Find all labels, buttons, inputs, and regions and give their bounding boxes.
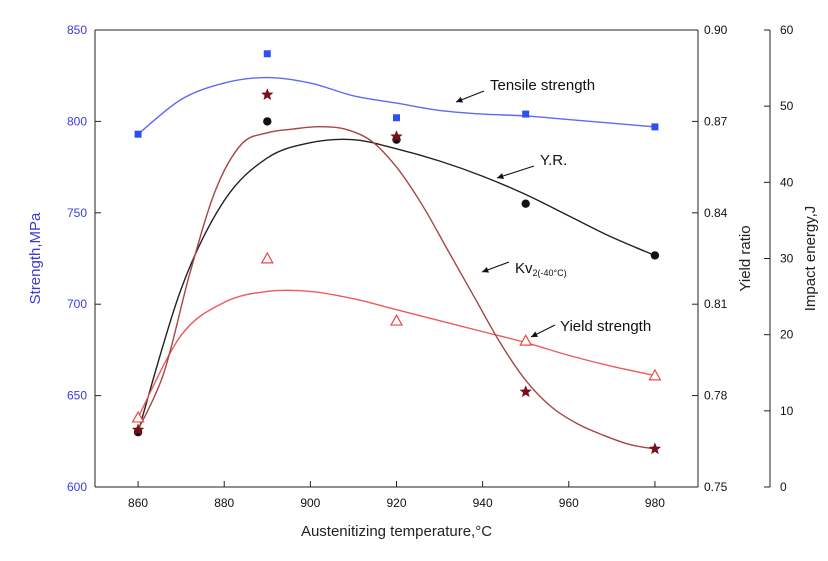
yield-point — [131, 410, 145, 423]
tensile-curve — [137, 76, 655, 135]
left-tick-label: 750 — [67, 206, 87, 220]
right-tick-label: 0.75 — [704, 480, 728, 494]
right-tick-label: 0.87 — [704, 114, 728, 128]
tensile-point — [263, 50, 271, 58]
yield-point — [648, 368, 662, 381]
yr-point — [263, 117, 272, 126]
impact-tick-label: 40 — [780, 175, 794, 189]
left-tick-label: 650 — [67, 389, 87, 403]
impact-tick-label: 30 — [780, 252, 794, 266]
yr-point — [650, 251, 660, 260]
axes: 6006507007508008500.750.780.810.840.870.… — [27, 23, 819, 540]
impact-tick-label: 10 — [780, 404, 794, 418]
tensile-label: Tensile strength — [490, 77, 595, 94]
impact-tick-label: 20 — [780, 328, 794, 342]
tensile-point — [522, 110, 530, 118]
left-axis-title: Strength,MPa — [27, 212, 44, 304]
yield-arrow-head — [531, 331, 538, 337]
tensile-point — [393, 114, 400, 122]
yr-curve — [137, 138, 656, 433]
yr-label: Y.R. — [540, 152, 567, 169]
tensile-point — [134, 130, 142, 138]
yield-point — [260, 251, 274, 264]
yr-point — [521, 199, 530, 208]
yr-arrow-head — [497, 173, 504, 179]
yield-curve — [137, 289, 656, 418]
yield-point — [519, 334, 533, 346]
kv-label-subscript: 2(-40°C) — [533, 268, 567, 278]
kv-arrow-head — [482, 266, 489, 273]
x-tick-label: 920 — [386, 496, 406, 510]
left-tick-label: 700 — [67, 297, 87, 311]
x-tick-label: 980 — [645, 496, 665, 510]
tensile-arrow-head — [456, 96, 463, 103]
annotations: Tensile strength Y.R. Kv2(-40°C) Yield stre… — [455, 77, 651, 338]
right-tick-label: 0.78 — [704, 389, 728, 403]
x-axis-title: Austenitizing temperature,°C — [301, 523, 492, 540]
kv-point — [648, 442, 662, 455]
left-tick-label: 850 — [67, 23, 87, 37]
yield-ratio-axis-title: Yield ratio — [737, 225, 754, 291]
impact-axis-title: Impact energy,J — [802, 206, 819, 312]
yield-label: Yield strength — [560, 318, 651, 335]
kv-point — [261, 88, 274, 101]
right-tick-label: 0.84 — [704, 206, 728, 220]
kv-label: Kv2(-40°C) — [515, 260, 567, 278]
x-tick-label: 940 — [473, 496, 493, 510]
kv-curve — [137, 126, 656, 450]
impact-tick-label: 50 — [780, 99, 794, 113]
fit-curves — [137, 76, 656, 450]
data-markers — [131, 50, 662, 455]
right-tick-label: 0.81 — [704, 297, 728, 311]
x-tick-label: 960 — [559, 496, 579, 510]
kv-point — [131, 423, 145, 436]
impact-tick-label: 0 — [780, 480, 787, 494]
yr-arrow-line — [496, 165, 535, 179]
yield-point — [389, 313, 404, 326]
x-tick-label: 880 — [214, 496, 234, 510]
right-tick-label: 0.90 — [704, 23, 728, 37]
x-tick-label: 860 — [128, 496, 148, 510]
x-tick-label: 900 — [300, 496, 320, 510]
tensile-point — [651, 123, 659, 131]
left-tick-label: 800 — [67, 114, 87, 128]
impact-tick-label: 60 — [780, 23, 794, 37]
kv-point — [390, 130, 403, 142]
kv-point — [519, 385, 532, 398]
left-tick-label: 600 — [67, 480, 87, 494]
